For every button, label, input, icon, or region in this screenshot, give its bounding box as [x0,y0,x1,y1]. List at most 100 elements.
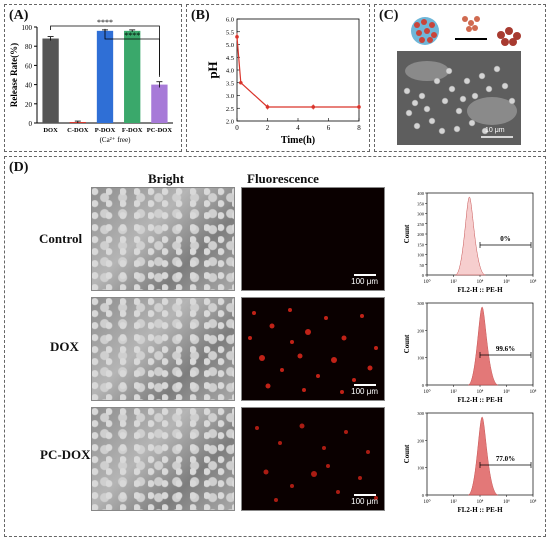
panel-c: (C) [374,4,546,152]
released-particles-icon [462,16,480,32]
col-head-bright: Bright [148,171,185,186]
x-tick-label: 10⁰ [423,499,430,505]
x-tick-label: PC-DOX [147,127,173,134]
x-tick-label: 4 [296,124,300,132]
x-tick-label: 10⁰ [423,279,430,285]
significance-label: **** [97,18,113,27]
x-tick-label: F-DOX [122,127,143,134]
x-axis-label: FL2-H :: PE-H [457,506,503,514]
y-tick-label: 200 [417,328,425,333]
release-rate-chart: 0 20 40 60 80 100 Release Rate(%) DOX C-DOX P-DOX… [9,18,173,144]
scale-bar: 100 μm [351,494,378,506]
y-tick-label: 200 [417,232,425,237]
y-axis-label: Count [403,224,411,243]
ph-time-chart: 2.0 2.5 3.0 3.5 4.0 4.5 5.0 5.5 6.0 0 2 4 6 8 Time(h) p… [205,17,361,147]
y-tick-label: 100 [22,24,33,32]
bright-control-image [91,187,235,291]
x-tick-label: C-DOX [67,127,89,134]
y-tick-label: 100 [417,466,425,471]
plot-frame [236,18,360,122]
y-tick-label: 100 [417,253,425,258]
core-shell-cluster-icon [411,17,439,45]
y-tick-label: 3.5 [226,80,234,87]
panel-b-label: (B) [191,8,210,23]
panel-b: (B) 2.0 2.5 3.0 3.5 4.0 4.5 5.0 5.5 6.0 0 2 4 6 8 Time… [186,4,370,152]
row-label-control: Control [39,231,83,246]
x-axis-label: Time(h) [281,135,315,146]
y-tick-label: 0 [29,120,33,128]
sem-particles [397,51,521,145]
data-point [265,105,270,109]
plot-frame [426,192,534,276]
data-point [239,80,243,85]
scale-bar: 100 μm [351,274,378,286]
row-label-dox: DOX [50,339,79,354]
particle-schematic [411,16,521,46]
data-point [235,35,239,39]
y-tick-label: 4.5 [226,55,234,62]
y-axis-label: pH [205,61,220,78]
scale-bar: 100 μm [351,384,378,396]
x-tick-label: 10⁰ [423,389,430,395]
x-tick-label: 2 [266,124,270,132]
y-tick-label: 5.5 [226,29,234,36]
note-label: (Ca²⁺ free) [100,136,132,144]
x-tick-label: 10⁴ [477,279,484,285]
histogram-area [467,306,499,386]
significance-bracket [104,28,160,77]
y-axis-label: Count [403,444,411,463]
col-head-fluorescence: Fluorescence [247,171,319,186]
flow-histogram-control: 0 50 100 150 200 250 300 350 400 Count 10⁰ 10² 10⁴ 10… [403,191,537,294]
y-axis-label: Release Rate(%) [9,43,19,107]
bright-pc-dox-image [91,407,235,511]
sem-image: 10 μm [397,51,521,145]
x-tick-label: 10⁸ [530,389,537,395]
y-tick-label: 60 [25,62,33,70]
x-tick-label: 10⁶ [503,499,510,505]
x-tick-label: 10⁴ [477,499,484,505]
y-tick-label: 0 [422,383,425,388]
fluor-dox-image: 100 μm [241,297,385,401]
y-tick-label: 100 [417,356,425,361]
y-tick-label: 400 [417,191,425,196]
significance-label: **** [124,31,140,40]
x-tick-label: 10⁴ [477,389,484,395]
panel-a: (A) 0 20 40 60 80 100 Release Rate(%) DOX C-DOX P… [4,4,182,152]
data-point [357,105,361,109]
panel-c-label: (C) [379,8,399,23]
y-tick-label: 200 [417,438,425,443]
y-tick-label: 300 [417,301,425,306]
gate-percent-label: 99.6% [496,345,515,353]
y-tick-label: 40 [25,82,33,90]
y-tick-label: 0 [422,273,425,278]
x-tick-label: 10⁶ [503,279,510,285]
y-tick-label: 20 [25,101,33,109]
x-tick-label: DOX [43,127,58,134]
x-tick-label: 8 [357,124,361,132]
y-tick-label: 300 [417,212,425,217]
y-tick-label: 5.0 [226,42,234,49]
x-tick-label: 10⁸ [530,499,537,505]
bar [151,84,168,123]
panel-d: (D) Bright Fluorescence Control DOX PC-D… [4,156,546,537]
fluor-pc-dox-spots [255,423,378,502]
bar [96,30,114,124]
row-label-pc-dox: PC-DOX [40,447,91,462]
x-tick-label: 10⁶ [503,389,510,395]
fluor-control-image: 100 μm [241,187,385,291]
y-tick-label: 6.0 [226,17,234,24]
y-tick-label: 300 [417,411,425,416]
y-tick-label: 3.0 [226,93,234,100]
aggregated-particles-icon [497,27,521,46]
y-tick-label: 50 [420,263,425,268]
bar [124,30,141,124]
x-tick-label: P-DOX [95,127,116,134]
y-tick-label: 80 [25,43,33,51]
y-tick-label: 2.0 [226,119,234,126]
histogram-area [455,196,486,276]
gate-percent-label: 0% [500,235,511,243]
y-tick-label: 350 [417,201,425,206]
series-line [236,36,359,108]
panel-d-label: (D) [9,160,29,175]
